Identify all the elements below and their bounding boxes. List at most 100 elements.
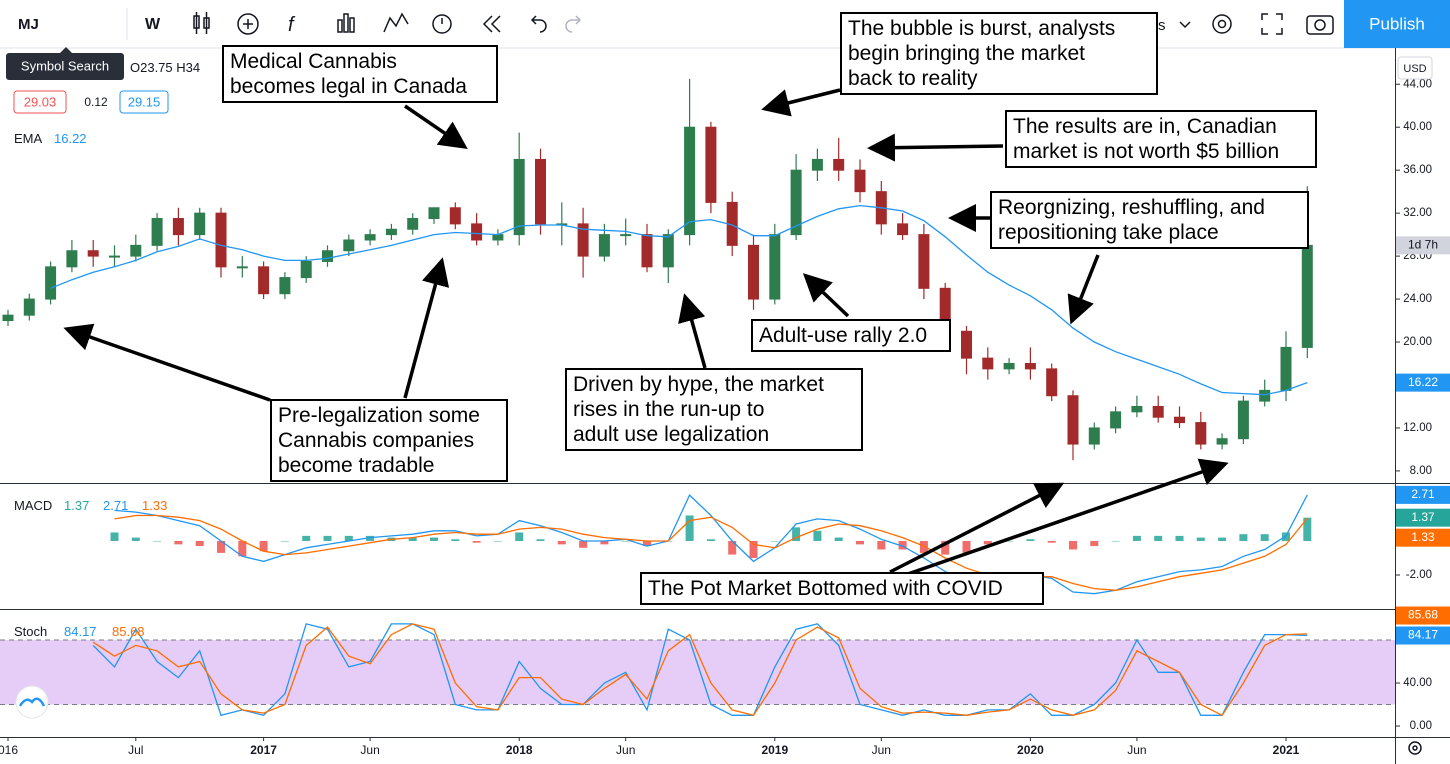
undo-icon[interactable] [530,15,547,33]
chevron[interactable] [1179,21,1191,29]
macd-line [114,514,1308,591]
candle-body [662,234,674,268]
y-tick-label: 24.00 [1403,293,1432,305]
candle-body [194,212,206,236]
histogram-bar [344,535,353,541]
histogram-bar [621,540,630,542]
annotation-line: rises in the run-up to [573,398,765,421]
x-tick-label: 2017 [250,743,277,757]
annotation-line: begin bringing the market [848,42,1085,65]
histogram-bar [1090,540,1099,547]
histogram-bar [877,540,886,550]
annotation-line: Pre-legalization some [278,404,480,427]
compare-icon[interactable] [383,12,409,33]
publish-button[interactable] [1344,0,1450,48]
histogram-bar [941,540,950,555]
candle-body [598,234,610,257]
histogram-bar [685,515,694,541]
stoch-tag: 85.68 [1408,608,1438,622]
tooltip-text: Symbol Search [21,58,109,73]
settings-icon[interactable] [1212,14,1232,34]
candle-body [513,158,525,236]
macd-tag-bg [1396,528,1450,547]
alert-icon[interactable] [432,14,452,34]
annotation-line: The bubble is burst, analysts [848,17,1116,40]
candle-body [1195,422,1207,445]
histogram-bar [536,539,545,541]
candle-body [833,158,845,171]
candle-body [1237,400,1249,440]
histogram-bar [962,540,971,553]
tooltip-pointer [60,47,72,53]
annotation-line: Adult-use rally 2.0 [759,324,928,347]
histogram-bar [770,540,779,542]
bid-box[interactable] [13,90,67,114]
currency-box[interactable] [1397,56,1433,80]
candle-body [641,234,653,268]
histogram-bar [579,540,588,548]
histogram-bar [302,535,311,541]
histogram-bar [430,537,438,541]
macd-legend: MACD [14,498,52,513]
spread: 0.12 [84,95,108,109]
candle-body [428,207,440,220]
function-icon[interactable]: f [288,14,296,36]
bid: 29.03 [24,94,57,109]
ask: 29.15 [128,94,161,109]
y-tick-label: 40.00 [1403,121,1432,133]
y-tick-label: 12.00 [1403,422,1432,434]
candle-body [130,244,142,257]
ask-box[interactable] [119,90,169,114]
countdown-tag: 1d 7h [1408,238,1438,252]
macd-tag: 1.37 [1411,510,1435,524]
histogram-bar [1196,537,1205,541]
candle-body [322,250,333,262]
candle-body [236,266,248,269]
candle-body [1024,363,1036,370]
candle-body [343,239,355,252]
candle-body [982,357,994,370]
x-tick-label: Jun [616,743,635,757]
annotation-line: The results are in, Canadian [1013,115,1277,138]
symbol[interactable]: MJ [18,16,39,33]
ema-tag: 16.22 [1408,375,1438,389]
macd-legend-macd: 2.71 [103,498,128,513]
ema-legend-value: 16.22 [54,131,87,146]
histogram-bar [238,540,247,557]
candle-body [23,298,35,316]
tooltip [6,53,124,80]
interval[interactable]: W [145,16,161,33]
x-tick-label: Jun [872,743,891,757]
stoch-band [0,640,1395,705]
y-tick-label: 32.00 [1403,207,1432,219]
annotation: Reorgnizing, reshuffling, and repositioni… [990,191,1309,249]
macd-tag: 1.33 [1411,530,1435,544]
candle-body [364,234,376,241]
logo[interactable] [15,685,49,719]
histogram-bar [792,527,801,541]
snapshot-icon[interactable] [1306,15,1334,35]
histogram-bar [983,540,992,545]
fullscreen-icon[interactable] [1261,13,1283,35]
axis-settings-icon[interactable] [1408,741,1422,755]
histogram-bar [451,539,460,541]
annotation-line: become tradable [278,454,435,477]
candle-body [300,260,312,279]
bars-icon[interactable] [337,13,355,33]
candles-icon[interactable] [193,12,210,34]
candle-body [279,277,291,295]
layout-name[interactable]: s [1158,17,1166,34]
redo-icon[interactable] [565,15,582,33]
histogram-bar [110,532,119,541]
stoch-legend-k: 84.17 [64,624,97,639]
replay-icon[interactable] [482,15,501,33]
candle-body [1259,389,1271,402]
publish-label[interactable]: Publish [1369,14,1425,33]
candle-body [1280,346,1292,391]
indicators-icon[interactable] [237,13,259,35]
annotation-line: Reorgnizing, reshuffling, and [998,196,1265,219]
histogram-bar [557,540,566,545]
y-tick-label: 40.00 [1403,677,1432,689]
annotation: Driven by hype, the market rises in the r… [565,368,863,451]
